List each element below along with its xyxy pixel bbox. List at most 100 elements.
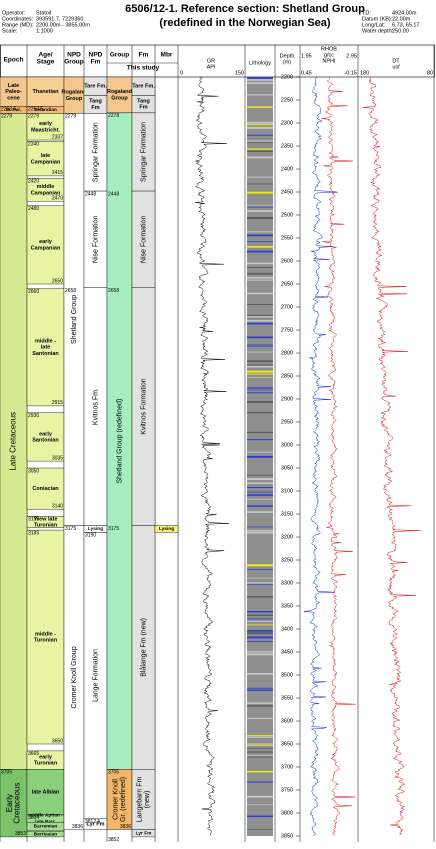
lithology-band (247, 620, 273, 622)
lithology-band (247, 653, 273, 656)
lithology-band (247, 717, 273, 719)
lithology-band (247, 183, 273, 185)
lithology-band (247, 747, 273, 749)
depth-label: 2263.5 (28, 107, 44, 113)
interval (26, 412, 65, 462)
lithology-band (247, 389, 273, 391)
interval-label: Late Cretaceous (9, 412, 18, 471)
interval-label: middle Aptian - (28, 813, 63, 819)
interval-label: middle - (35, 631, 56, 637)
depth-tick-label: 3600 (281, 718, 293, 724)
lithology-band (247, 751, 273, 753)
interval-label: middle - (35, 338, 56, 344)
interval (26, 141, 65, 177)
depth-tick-label: 2950 (281, 419, 293, 425)
interval-label: late (41, 153, 50, 159)
interval-label: Group (111, 96, 128, 102)
lithology-band (247, 191, 273, 194)
depth-tick-label: 3200 (281, 534, 293, 540)
lithology-band (247, 387, 273, 389)
track-header: RHOB (321, 46, 337, 52)
lithology-band (247, 745, 273, 746)
lithology-band (247, 795, 273, 798)
depth-tick-label: 3550 (281, 695, 293, 701)
info-value: 393591.7, 7229360 (36, 16, 83, 22)
interval (106, 112, 133, 770)
interval-label: Turonian (34, 638, 58, 644)
depth-label: 2650 (52, 278, 63, 284)
interval-label: Group (66, 96, 83, 102)
track-header: API (207, 64, 216, 70)
interval-label: Santonian (32, 351, 59, 357)
depth-label: 3035 (52, 455, 63, 461)
lithology-band (247, 176, 273, 178)
column-header: NPD (67, 52, 81, 59)
interval-label: Lyr Fm (136, 831, 152, 837)
depth-label: 3836 (120, 824, 131, 830)
lithology-band (247, 734, 273, 736)
track-header: g/cc (324, 52, 334, 58)
lithology-band (247, 234, 273, 237)
column-header: Epoch (4, 57, 24, 64)
lithology-band (247, 246, 273, 248)
interval-label: early (39, 431, 53, 437)
lithology-band (247, 392, 273, 394)
interval-label: Campanian (31, 190, 61, 196)
lithology-band (247, 365, 273, 368)
depth-label: 3836 (72, 824, 83, 830)
lithology-band (247, 272, 273, 275)
lithology-band (247, 829, 273, 830)
lithology-band (247, 344, 273, 346)
depth-label: 2930 (28, 413, 39, 419)
lithology-band (247, 530, 273, 532)
interval (26, 467, 65, 510)
depth-label: 2278 (108, 113, 119, 119)
lithology-band (247, 610, 273, 613)
column-header: Mbr (161, 52, 173, 59)
track-header: -0.15 (344, 70, 357, 76)
lithology-band (247, 126, 273, 129)
interval-label: early (39, 754, 53, 760)
interval-label: Tare Fm. (132, 84, 155, 90)
depth-tick-label: 2350 (281, 143, 293, 149)
depth-tick-label: 3250 (281, 557, 293, 563)
lithology-band (247, 304, 273, 305)
depth-tick-label: 3800 (281, 810, 293, 816)
lithology-band (247, 651, 273, 653)
depth-label: 2279 (65, 114, 76, 120)
interval-label: Nise Formation (140, 216, 147, 264)
lithology-band (247, 82, 273, 84)
info-value: 4924.00m (392, 10, 417, 16)
interval-label: Lange Formation (92, 649, 99, 702)
depth-label: 2340 (28, 142, 39, 148)
info-value: Statoil (36, 10, 51, 16)
lithology-band (247, 569, 273, 570)
interval (106, 769, 133, 830)
lithology-band (247, 687, 273, 689)
depth-label: 3812.5 (85, 819, 101, 825)
interval-label: Shetland Group (71, 295, 78, 344)
lithology-band (247, 267, 273, 269)
interval (131, 829, 156, 838)
lithology-band (247, 482, 273, 485)
track-header: 150 (235, 70, 244, 76)
info-label: Long/Lat: (362, 22, 385, 28)
depth-label: 2915 (52, 400, 63, 406)
depth-tick-label: 2700 (281, 304, 293, 310)
lithology-band (247, 770, 273, 773)
nphi-curve (303, 76, 338, 836)
lithology-band (247, 373, 273, 375)
depth-label: 3650 (52, 738, 63, 744)
lithology-band (247, 345, 273, 347)
interval-label: early (39, 121, 53, 127)
lithology-band (247, 316, 273, 318)
interval-label: Fm (139, 105, 147, 111)
lithology-band (247, 632, 273, 635)
interval-label: Campanian (31, 246, 61, 252)
lithology-band (247, 411, 273, 414)
lithology-band (247, 124, 273, 126)
depth-label: 3804 (28, 815, 39, 821)
lithology-band (247, 279, 273, 281)
depth-tick-label: 3100 (281, 488, 293, 494)
